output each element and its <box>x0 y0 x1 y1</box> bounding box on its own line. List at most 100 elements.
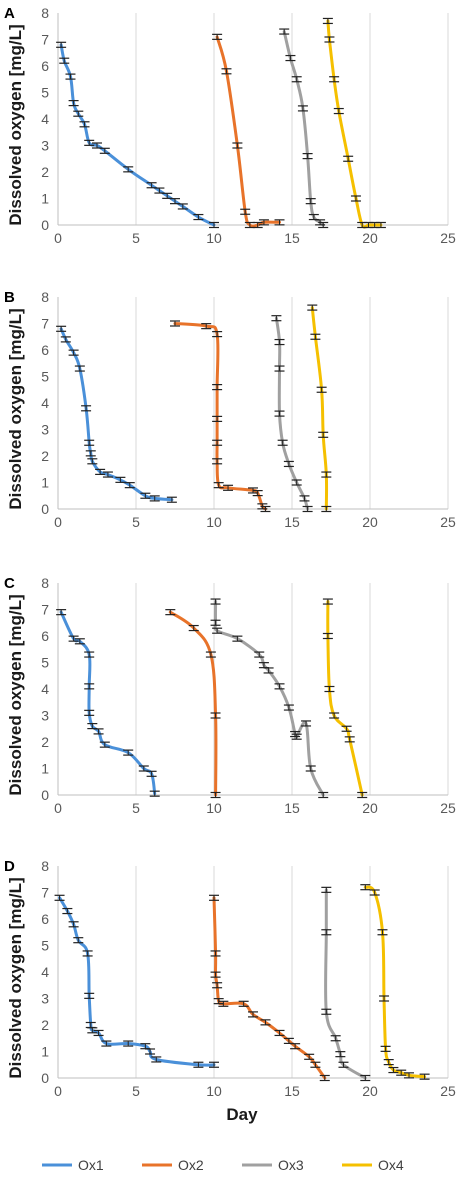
data-point-ox2 <box>212 982 223 989</box>
data-point-ox3 <box>274 410 285 417</box>
y-tick-label: 8 <box>41 575 49 591</box>
x-tick-label: 10 <box>206 800 222 816</box>
y-tick-label: 5 <box>41 938 49 954</box>
data-point-ox4 <box>329 76 340 83</box>
series-ox2 <box>212 33 285 229</box>
data-point-ox3 <box>271 315 282 322</box>
series-line-ox3 <box>213 600 325 797</box>
y-tick-label: 8 <box>41 5 49 21</box>
series-ox4 <box>360 884 430 1080</box>
data-point-ox1 <box>68 349 79 356</box>
y-tick-label: 4 <box>41 111 49 127</box>
data-point-ox1 <box>62 907 73 915</box>
data-point-ox2 <box>232 142 243 149</box>
data-point-ox2 <box>274 1029 285 1037</box>
y-tick-label: 8 <box>41 858 49 874</box>
data-point-ox1 <box>149 495 160 502</box>
data-point-ox3 <box>212 627 223 634</box>
series-ox2 <box>170 320 271 513</box>
data-point-ox4 <box>396 1069 407 1076</box>
data-point-ox2 <box>223 484 234 491</box>
data-point-ox2 <box>274 219 285 226</box>
data-point-ox2 <box>170 320 180 327</box>
y-tick-label: 7 <box>41 885 49 901</box>
data-point-ox1 <box>115 476 126 483</box>
series-line-ox1 <box>59 327 174 502</box>
data-point-ox4 <box>318 431 329 438</box>
series-ox1 <box>56 41 219 229</box>
y-axis-label: Dissolved oxygen [mg/L] <box>6 24 25 225</box>
x-tick-label: 5 <box>132 1083 140 1099</box>
data-point-ox3 <box>321 886 332 893</box>
series-line-ox4 <box>363 885 427 1079</box>
data-point-ox3 <box>318 791 329 799</box>
y-tick-label: 6 <box>41 58 49 74</box>
data-point-ox1 <box>209 221 219 229</box>
y-tick-label: 2 <box>41 164 49 180</box>
series-line-ox4 <box>326 19 383 229</box>
data-point-ox1 <box>81 405 92 412</box>
data-point-ox1 <box>99 741 110 748</box>
data-point-ox4 <box>343 155 354 162</box>
y-tick-label: 0 <box>41 787 49 803</box>
data-point-ox4 <box>316 386 327 393</box>
x-tick-label: 15 <box>284 514 300 530</box>
data-point-ox1 <box>123 749 134 756</box>
data-point-ox2 <box>304 1053 315 1060</box>
data-point-ox1 <box>73 937 84 944</box>
legend: Ox1 Ox2 Ox3 Ox4 <box>42 1157 404 1173</box>
legend-label: Ox4 <box>378 1157 404 1173</box>
data-point-ox2 <box>290 1043 301 1050</box>
data-point-ox1 <box>85 450 96 457</box>
data-point-ox3 <box>305 765 316 772</box>
data-point-ox4 <box>322 17 333 25</box>
x-tick-label: 0 <box>54 800 62 816</box>
data-point-ox1 <box>68 635 79 642</box>
data-point-ox1 <box>60 336 71 343</box>
data-point-ox4 <box>321 505 332 513</box>
data-point-ox3 <box>210 598 221 605</box>
data-point-ox2 <box>260 505 271 513</box>
data-point-ox1 <box>54 894 65 901</box>
data-point-ox2 <box>212 439 223 446</box>
x-tick-label: 20 <box>362 1083 378 1099</box>
y-tick-label: 0 <box>41 1070 49 1086</box>
y-tick-label: 4 <box>41 964 49 980</box>
x-tick-label: 25 <box>440 230 456 246</box>
data-point-ox4 <box>375 221 386 229</box>
data-point-ox1 <box>146 770 157 777</box>
series-ox3 <box>210 598 329 799</box>
x-tick-label: 0 <box>54 1083 62 1099</box>
series-ox4 <box>322 17 386 229</box>
y-tick-label: 3 <box>41 708 49 724</box>
y-tick-label: 2 <box>41 1017 49 1033</box>
y-tick-label: 5 <box>41 85 49 101</box>
x-tick-label: 20 <box>362 514 378 530</box>
y-tick-label: 6 <box>41 911 49 927</box>
data-point-ox4 <box>333 107 344 115</box>
data-point-ox1 <box>84 439 95 446</box>
data-point-ox3 <box>321 1008 332 1015</box>
legend-item-ox1: Ox1 <box>42 1157 104 1173</box>
x-tick-label: 10 <box>206 230 222 246</box>
data-point-ox1 <box>82 950 93 957</box>
data-point-ox2 <box>252 490 263 497</box>
data-point-ox4 <box>321 471 332 478</box>
x-tick-label: 15 <box>284 230 300 246</box>
data-point-ox2 <box>310 1061 321 1068</box>
data-point-ox4 <box>388 1066 399 1074</box>
legend-item-ox3: Ox3 <box>242 1157 304 1173</box>
series-ox4 <box>307 304 332 513</box>
data-point-ox1 <box>149 790 160 797</box>
data-point-ox2 <box>165 609 176 616</box>
y-tick-label: 0 <box>41 501 49 517</box>
series-line-ox4 <box>326 600 364 797</box>
y-tick-label: 1 <box>41 191 49 207</box>
data-point-ox4 <box>307 304 318 311</box>
series-ox3 <box>279 28 329 229</box>
data-point-ox3 <box>330 1035 341 1042</box>
y-tick-label: 1 <box>41 475 49 491</box>
panel-label: A <box>4 5 15 22</box>
y-tick-label: 5 <box>41 369 49 385</box>
data-point-ox1 <box>123 166 134 173</box>
